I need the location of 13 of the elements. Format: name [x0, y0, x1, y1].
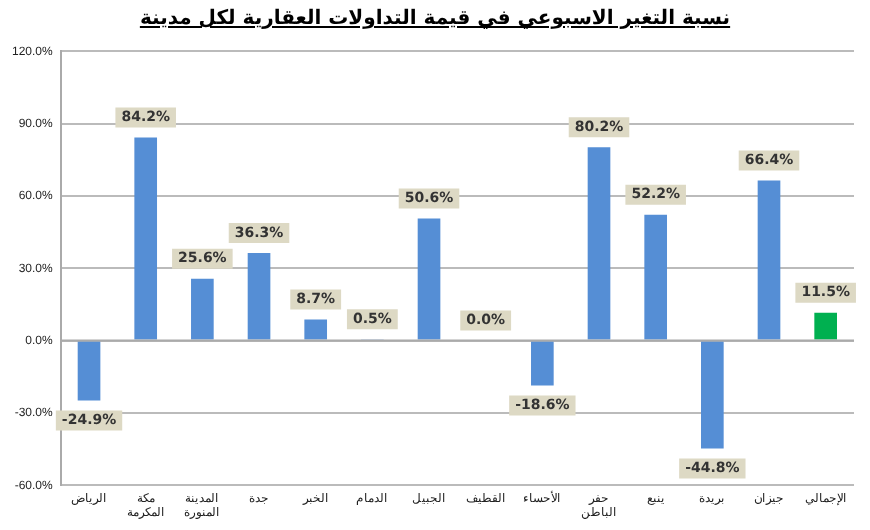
- bar: [587, 147, 611, 340]
- bar: [531, 341, 554, 386]
- bar: [191, 278, 214, 340]
- bar: [701, 341, 724, 449]
- bar: [77, 341, 101, 401]
- bar: [134, 137, 158, 340]
- bar: [247, 253, 271, 340]
- chart-title: نسبة التغير الاسبوعي في قيمة التداولات العقارية لكل مدينة: [137, 8, 733, 30]
- bar: [417, 218, 441, 340]
- bar: [757, 180, 781, 340]
- bar: [304, 319, 328, 340]
- bar: [644, 214, 668, 340]
- bar: [814, 312, 837, 340]
